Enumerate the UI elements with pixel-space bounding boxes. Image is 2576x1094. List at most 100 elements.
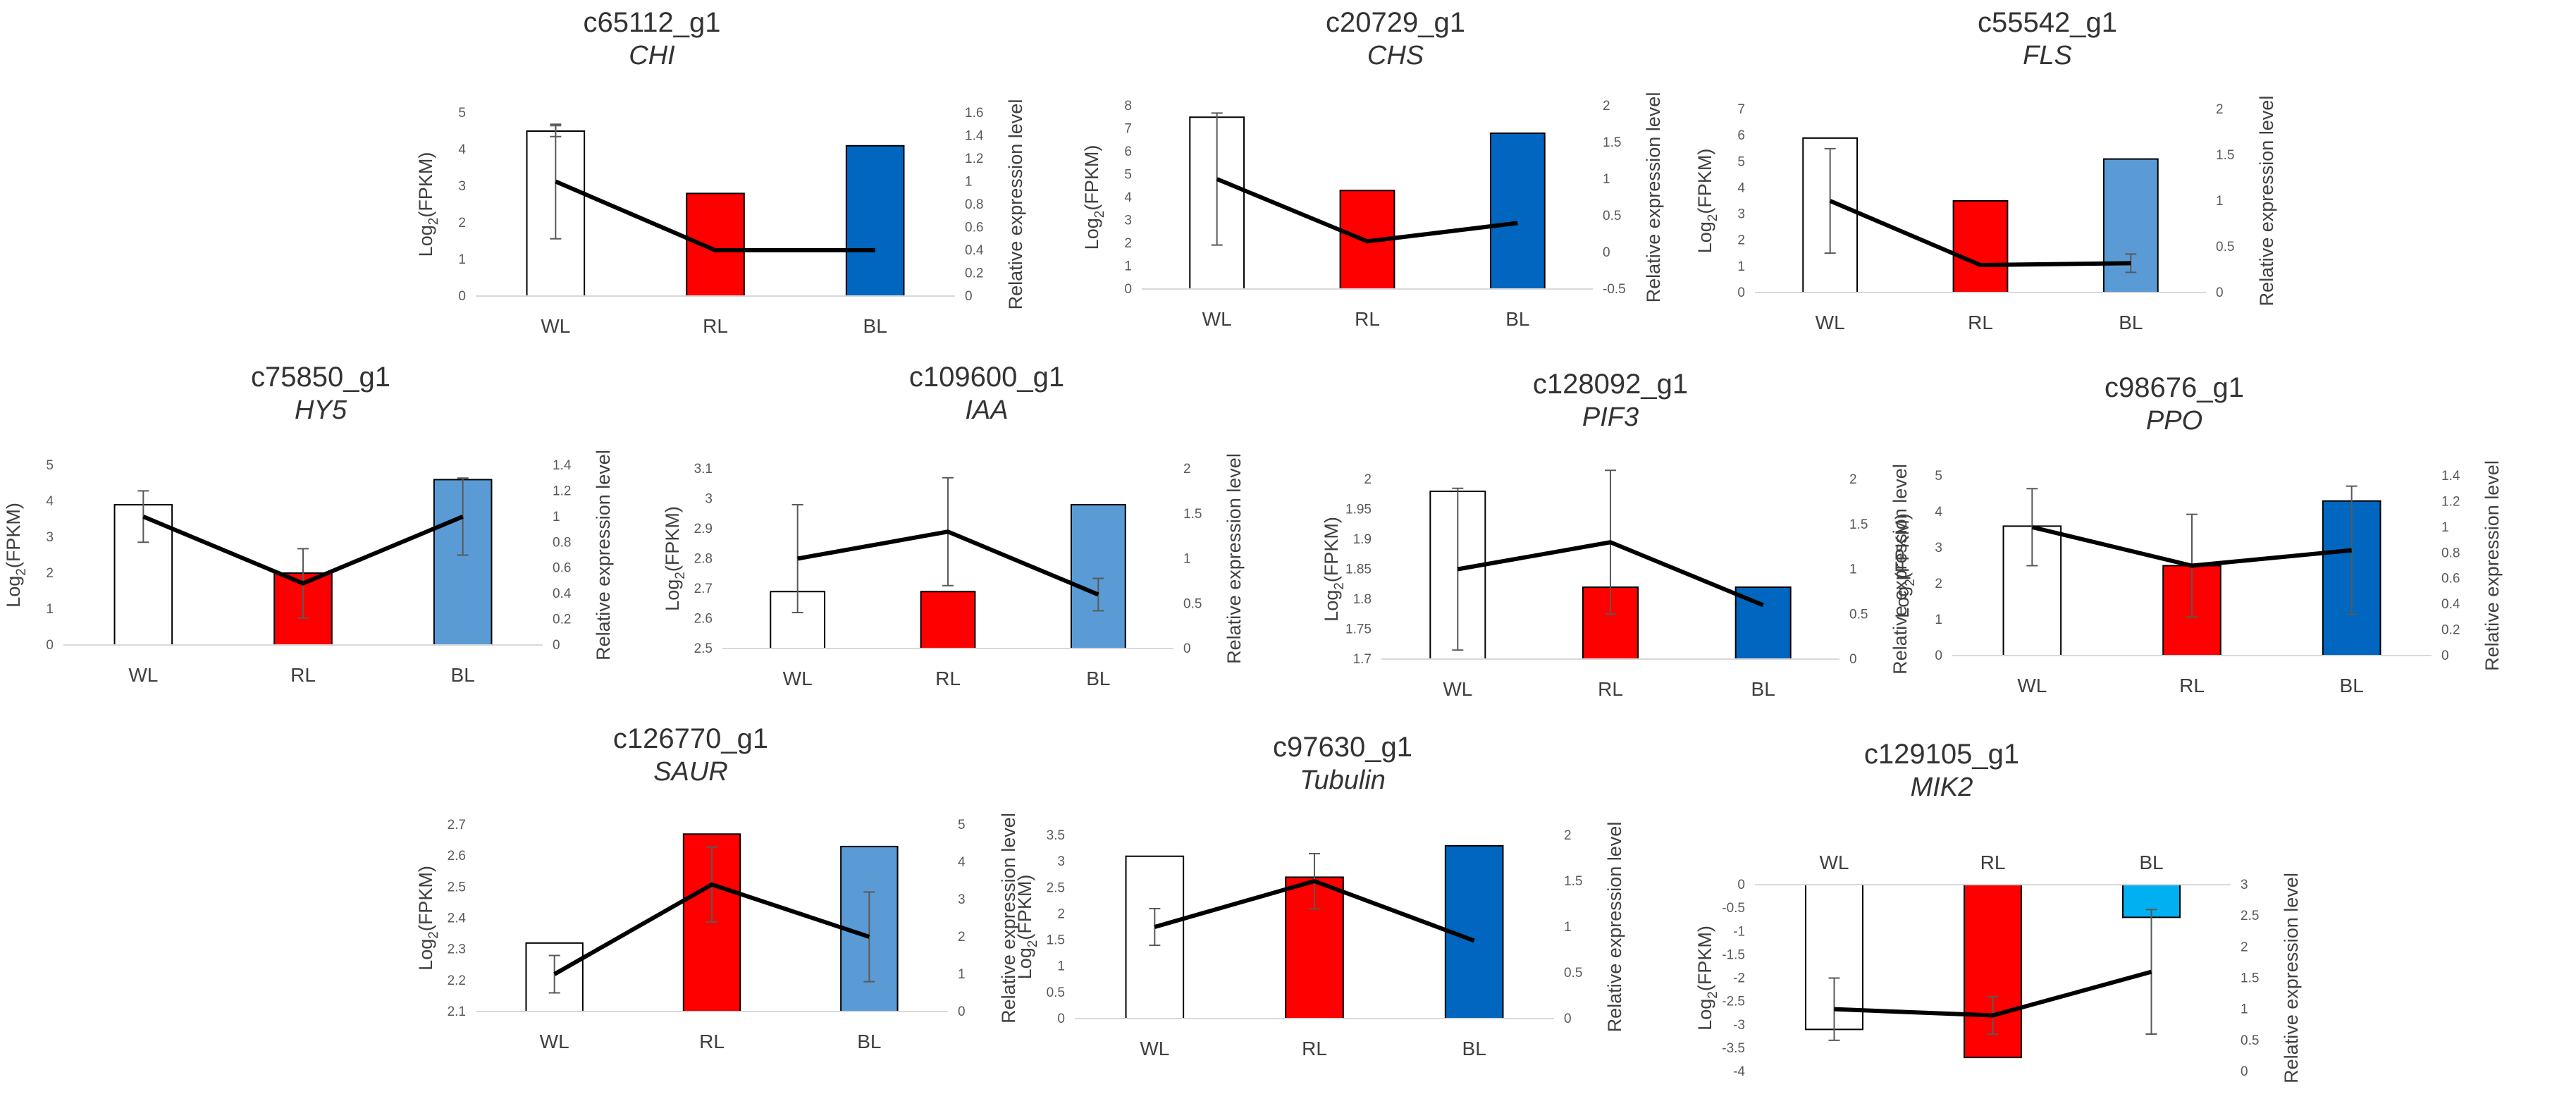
y-tick-label: 3 (46, 530, 54, 545)
y2-tick-label: 0 (2241, 1064, 2248, 1079)
y-tick-label: 5 (1124, 168, 1132, 183)
y-tick-label: 2.2 (448, 973, 466, 988)
y2-tick-label: 1 (2216, 194, 2224, 209)
x-tick-label: WL (1443, 678, 1472, 700)
y2-tick-label: 3 (958, 892, 966, 907)
expression-line (555, 179, 875, 252)
chart-panel: 0 0.5 1 1.5 2 2.5 3 3.5 0 0.5 1 1.5 2 WL RL BL Log2(FPKM… (1014, 822, 1625, 1059)
y-tick-label: 2 (1737, 233, 1745, 248)
bar-bl (1070, 504, 1126, 649)
y-tick-label: 1.7 (1353, 652, 1372, 667)
gene-id: c126770_g1 (612, 723, 769, 754)
panel-title: c98676_g1 PPO (1949, 374, 2400, 434)
x-tick-label: RL (1302, 1038, 1327, 1059)
y2-tick-label: 1 (958, 967, 966, 982)
y2-tick-label: 1.5 (2216, 148, 2234, 163)
gene-id: c65112_g1 (583, 7, 721, 38)
chart-panel: 0 1 2 3 4 5 0 0.2 0.4 0.6 0.8 1 1.2 1.4 1.6 WL RL BL Log2(… (415, 99, 1026, 337)
x-tick-label: WL (128, 664, 158, 686)
y-tick-label: 7 (1737, 102, 1745, 117)
chart-panel: 0 1 2 3 4 5 0 0.2 0.4 0.6 0.8 1 1.2 1.4 WL RL BL Log2(FPK… (3, 450, 614, 686)
panel-title: c55542_g1 FLS (1822, 8, 2273, 69)
y-tick-label: 5 (1737, 154, 1745, 169)
y2-tick-label: 0.6 (2441, 572, 2460, 586)
y-axis-title: Log2(FPKM) (3, 503, 29, 608)
y-tick-label: -0.5 (1722, 901, 1745, 916)
y-tick-label: 3 (705, 492, 713, 507)
panel-title: c20729_g1 CHS (1170, 8, 1621, 69)
gene-id: c129105_g1 (1863, 739, 2020, 770)
y-tick-label: 7 (1124, 122, 1132, 137)
gene-name: IAA (965, 395, 1009, 425)
y-tick-label: 2 (1057, 906, 1065, 921)
y-tick-label: 1 (1124, 259, 1132, 274)
y-tick-label: 1.8 (1353, 592, 1372, 607)
chart-panel: 0 1 2 3 4 5 6 7 8 -0.5 0 0.5 1 1.5 2 WL RL BL Log2(FPKM) Re… (1081, 92, 1664, 330)
y-tick-label: 3 (1935, 541, 1942, 555)
y2-tick-label: 1.6 (965, 106, 983, 121)
y-tick-label: -4 (1733, 1064, 1745, 1079)
y-axis-title: Log2(FPKM) (1321, 517, 1347, 622)
y-tick-label: 0 (458, 289, 466, 304)
y-tick-label: -1 (1733, 924, 1745, 939)
gene-name: FLS (2023, 41, 2072, 70)
panel-title: c75850_g1 HY5 (95, 363, 546, 424)
y-tick-label: 0.5 (1047, 985, 1065, 1000)
bar-rl (1952, 200, 2009, 293)
y-tick-label: 1 (458, 252, 466, 267)
y2-tick-label: 0.6 (553, 561, 571, 576)
y-tick-label: 2 (1935, 577, 1942, 591)
y-tick-label: 4 (46, 494, 54, 509)
y2-axis-title: Relative expression level (1604, 822, 1625, 1033)
y-tick-label: 6 (1737, 128, 1745, 143)
y2-axis-title: Relative expression level (1005, 99, 1026, 310)
y2-tick-label: 1 (1183, 552, 1191, 567)
y-axis-title: Log2(FPKM) (1014, 875, 1040, 980)
y2-tick-label: 0.6 (965, 221, 983, 235)
y2-tick-label: 1.4 (965, 129, 984, 144)
y-tick-label: 2 (1364, 472, 1372, 487)
y-tick-label: 2.6 (694, 612, 713, 627)
y-tick-label: -3.5 (1722, 1041, 1745, 1056)
y2-tick-label: 1 (965, 175, 973, 190)
y2-tick-label: 1.4 (553, 458, 572, 473)
y2-tick-label: 1.5 (1603, 135, 1621, 150)
y-tick-label: 4 (1737, 180, 1745, 195)
gene-name: MIK2 (1910, 773, 1973, 802)
y2-tick-label: 2 (1603, 99, 1610, 113)
y-tick-label: 0 (46, 638, 54, 653)
y2-tick-label: 0 (553, 638, 560, 653)
y2-tick-label: 1.2 (965, 152, 983, 166)
y-tick-label: 2.5 (448, 880, 466, 895)
y2-tick-label: 2 (1183, 462, 1191, 477)
gene-name: SAUR (653, 757, 728, 787)
x-tick-label: BL (1086, 668, 1110, 689)
y-axis-title: Log2(FPKM) (1892, 513, 1918, 618)
y2-tick-label: 1.2 (553, 484, 571, 498)
y2-axis-title: Relative expression level (593, 450, 614, 660)
y2-axis-title: Relative expression level (2281, 873, 2302, 1083)
y2-tick-label: 0 (965, 289, 973, 304)
y-tick-label: 0 (1124, 282, 1132, 297)
expression-line (1457, 540, 1764, 608)
y-tick-label: 2.8 (694, 552, 713, 567)
y-tick-label: 3 (1737, 207, 1745, 222)
y-tick-label: 3 (1124, 214, 1132, 228)
y2-tick-label: 0.5 (2216, 240, 2234, 254)
panel-title: c126770_g1 SAUR (465, 725, 916, 785)
y-tick-label: 1 (1737, 259, 1745, 274)
y-axis-title: Log2(FPKM) (415, 152, 441, 257)
expression-line (553, 882, 870, 976)
chart-panel: -4 -3.5 -3 -2.5 -2 -1.5 -1 -0.5 0 0 0.5 1 1.5 2 2.5 3 WL… (1694, 852, 2302, 1083)
expression-line (142, 515, 464, 586)
y2-tick-label: 2 (2216, 102, 2224, 117)
y-tick-label: 0 (1737, 878, 1745, 892)
y-tick-label: 6 (1124, 145, 1132, 159)
y-tick-label: 2.4 (448, 911, 467, 926)
x-tick-label: BL (2119, 312, 2143, 333)
expression-line (2031, 524, 2352, 568)
y2-tick-label: 2 (958, 930, 966, 945)
y-tick-label: -2 (1733, 971, 1745, 986)
x-tick-label: RL (2179, 675, 2205, 696)
